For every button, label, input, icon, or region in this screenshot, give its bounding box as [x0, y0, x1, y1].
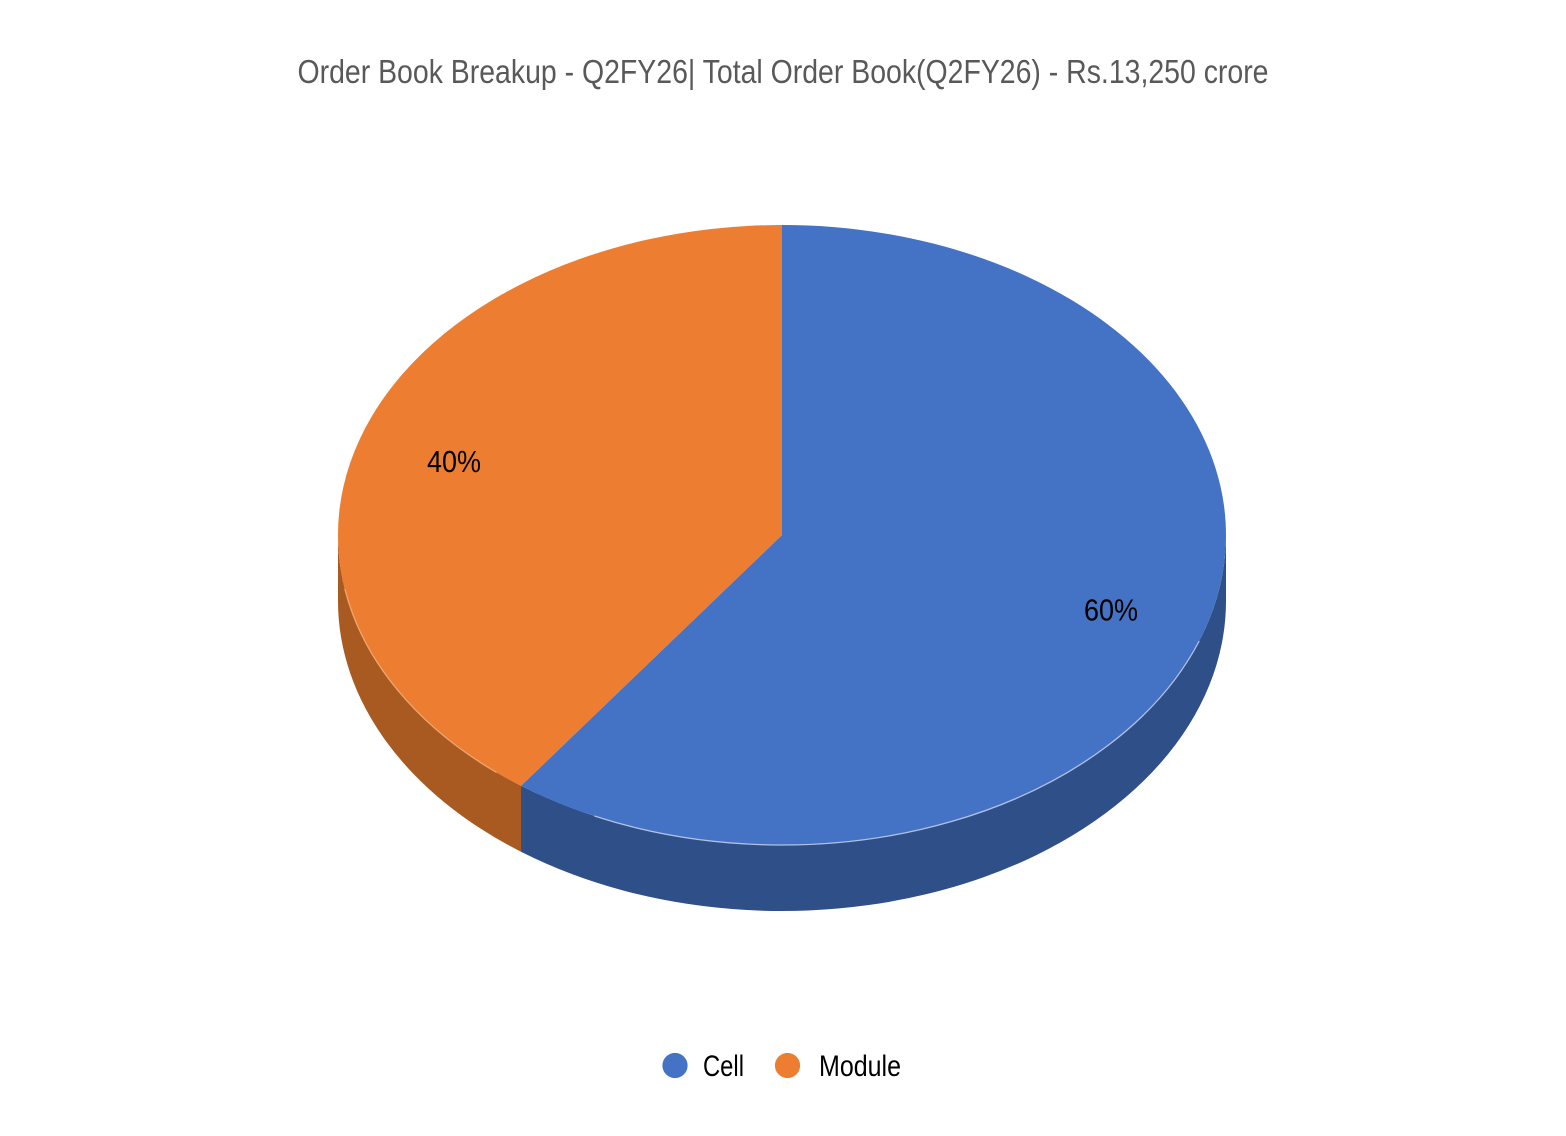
svg-text:Order Book Breakup - Q2FY26| T: Order Book Breakup - Q2FY26| Total Order… — [298, 53, 1269, 90]
svg-text:Cell: Cell — [703, 1050, 744, 1083]
svg-text:60%: 60% — [1084, 593, 1138, 628]
svg-text:40%: 40% — [427, 444, 481, 479]
svg-text:Module: Module — [819, 1050, 901, 1083]
